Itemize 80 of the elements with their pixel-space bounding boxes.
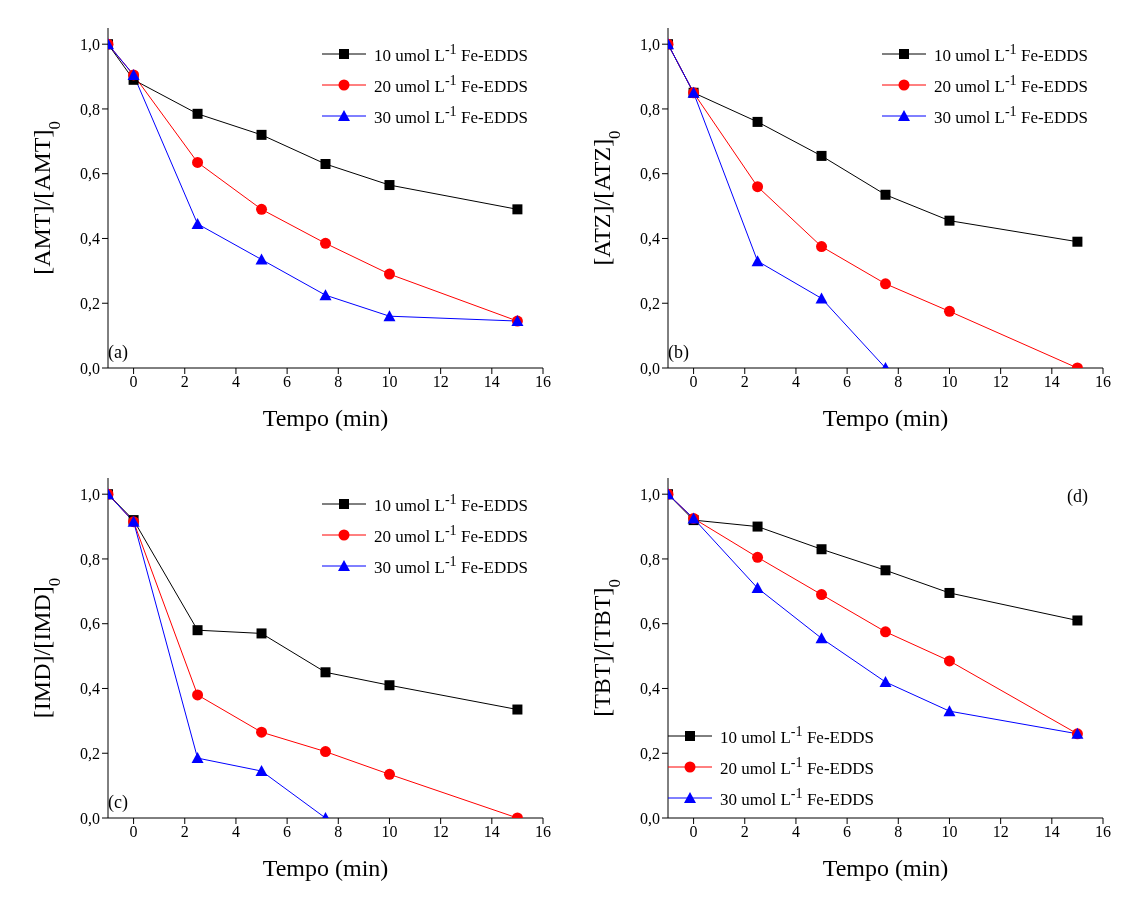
y-tick-label: 0,8 <box>640 550 660 568</box>
x-tick-label: 10 <box>941 823 958 841</box>
annotation: (d) <box>1067 486 1088 506</box>
y-tick-label: 1,0 <box>640 485 660 503</box>
x-tick-label: 8 <box>894 823 903 841</box>
x-tick-label: 8 <box>334 373 343 391</box>
x-tick-label: 10 <box>381 823 398 841</box>
x-tick-label: 6 <box>283 373 292 391</box>
x-tick-label: 4 <box>791 373 800 391</box>
x-tick-label: 12 <box>432 823 449 841</box>
y-tick-label: 0,4 <box>640 680 660 698</box>
x-axis-title: Tempo (min) <box>822 405 949 431</box>
x-tick-label: 4 <box>231 823 240 841</box>
x-tick-label: 0 <box>129 823 138 841</box>
x-tick-label: 14 <box>1043 823 1060 841</box>
legend-label: 20 umol L$^{-1}$ Fe-EDDS <box>934 72 1088 97</box>
x-tick-label: 14 <box>1043 373 1060 391</box>
legend-label: 30 umol L$^{-1}$ Fe-EDDS <box>374 553 528 578</box>
y-tick-label: 1,0 <box>640 35 660 53</box>
legend-label: 30 umol L$^{-1}$ Fe-EDDS <box>374 103 528 128</box>
x-axis-title: Tempo (min) <box>262 405 389 431</box>
x-tick-label: 14 <box>483 373 500 391</box>
x-tick-label: 6 <box>283 823 292 841</box>
x-tick-label: 6 <box>843 373 852 391</box>
annotation: (c) <box>108 792 128 812</box>
x-tick-label: 10 <box>381 373 398 391</box>
y-tick-label: 0,2 <box>80 294 100 312</box>
x-tick-label: 2 <box>740 823 749 841</box>
annotation: (a) <box>108 342 128 362</box>
legend-label: 10 umol L$^{-1}$ Fe-EDDS <box>374 41 528 66</box>
x-tick-label: 0 <box>129 373 138 391</box>
legend-label: 20 umol L$^{-1}$ Fe-EDDS <box>720 754 874 779</box>
y-tick-label: 0,0 <box>640 809 660 827</box>
y-tick-label: 0,4 <box>80 680 100 698</box>
x-tick-label: 8 <box>334 823 343 841</box>
x-tick-label: 16 <box>535 373 551 391</box>
x-tick-label: 2 <box>740 373 749 391</box>
legend-label: 20 umol L$^{-1}$ Fe-EDDS <box>374 72 528 97</box>
x-axis-title: Tempo (min) <box>262 855 389 881</box>
y-tick-label: 0,2 <box>640 294 660 312</box>
x-tick-label: 10 <box>941 373 958 391</box>
x-tick-label: 16 <box>1095 373 1111 391</box>
y-tick-label: 0,8 <box>80 550 100 568</box>
y-tick-label: 1,0 <box>80 35 100 53</box>
y-tick-label: 0,8 <box>80 100 100 118</box>
legend-label: 20 umol L$^{-1}$ Fe-EDDS <box>374 522 528 547</box>
y-tick-label: 0,6 <box>80 165 100 183</box>
x-tick-label: 12 <box>992 823 1009 841</box>
y-tick-label: 0,0 <box>80 809 100 827</box>
x-axis-title: Tempo (min) <box>822 855 949 881</box>
x-tick-label: 2 <box>180 823 189 841</box>
x-tick-label: 4 <box>231 373 240 391</box>
x-tick-label: 12 <box>432 373 449 391</box>
x-tick-label: 6 <box>843 823 852 841</box>
legend-label: 30 umol L$^{-1}$ Fe-EDDS <box>720 785 874 810</box>
y-tick-label: 0,6 <box>80 615 100 633</box>
x-tick-label: 12 <box>992 373 1009 391</box>
legend-label: 10 umol L$^{-1}$ Fe-EDDS <box>374 491 528 516</box>
legend-label: 10 umol L$^{-1}$ Fe-EDDS <box>720 723 874 748</box>
y-tick-label: 0,2 <box>640 744 660 762</box>
y-tick-label: 0,0 <box>640 359 660 377</box>
x-tick-label: 16 <box>535 823 551 841</box>
y-tick-label: 0,2 <box>80 744 100 762</box>
x-tick-label: 4 <box>791 823 800 841</box>
x-tick-label: 14 <box>483 823 500 841</box>
y-tick-label: 1,0 <box>80 485 100 503</box>
x-tick-label: 0 <box>689 373 698 391</box>
annotation: (b) <box>668 342 689 362</box>
x-tick-label: 0 <box>689 823 698 841</box>
y-tick-label: 0,6 <box>640 165 660 183</box>
legend-label: 30 umol L$^{-1}$ Fe-EDDS <box>934 103 1088 128</box>
y-tick-label: 0,0 <box>80 359 100 377</box>
y-tick-label: 0,4 <box>80 230 100 248</box>
x-tick-label: 2 <box>180 373 189 391</box>
x-tick-label: 8 <box>894 373 903 391</box>
y-tick-label: 0,8 <box>640 100 660 118</box>
x-tick-label: 16 <box>1095 823 1111 841</box>
legend-label: 10 umol L$^{-1}$ Fe-EDDS <box>934 41 1088 66</box>
y-tick-label: 0,4 <box>640 230 660 248</box>
y-tick-label: 0,6 <box>640 615 660 633</box>
